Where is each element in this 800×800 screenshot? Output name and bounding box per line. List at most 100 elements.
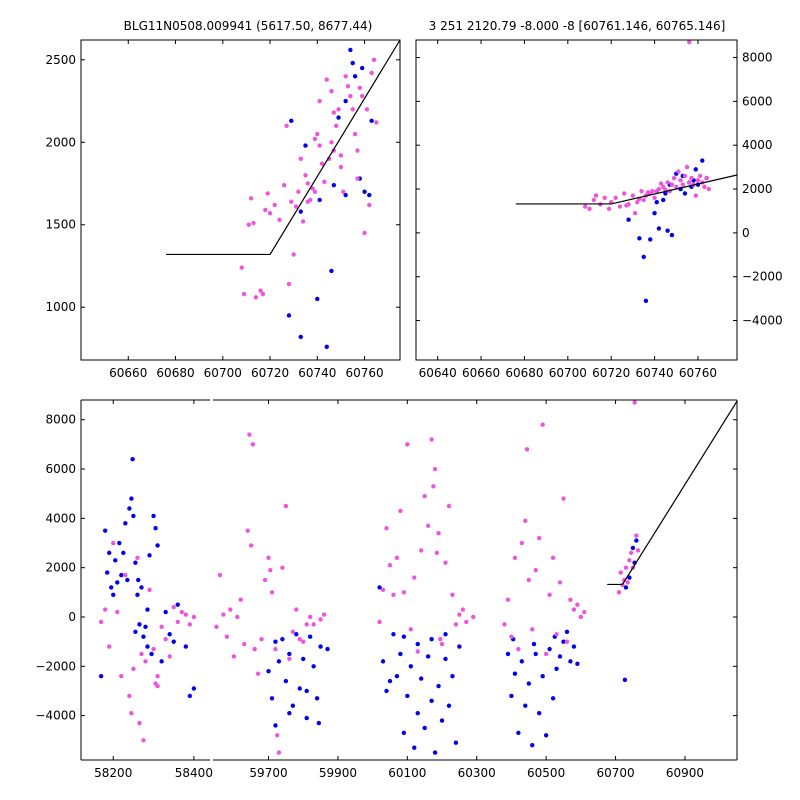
top-left-point-pink [319,161,325,166]
bottom-point-blue [111,592,116,597]
bottom-point-blue [425,654,431,659]
top-left-model-line [166,39,401,256]
top-right-point-pink [591,197,597,203]
bottom-point-blue [314,696,320,701]
top-right-point-blue [661,197,666,203]
top-left-point-blue [367,192,372,198]
bottom-point-blue [280,636,285,642]
top-right-ytick-label: 0 [742,226,750,240]
bottom-point-pink [457,612,462,617]
bottom-point-blue [387,678,393,684]
bottom-point-pink [568,597,573,602]
top-left-ytick-label: 2500 [45,53,76,67]
bottom-point-blue [107,550,112,556]
bottom-point-pink [561,496,566,501]
top-right-point-pink [622,191,627,196]
bottom-point-blue [147,553,152,558]
top-left-point-pink [291,252,296,257]
top-left-ytick-label: 2000 [45,135,76,149]
bottom-point-blue [405,693,410,699]
bottom-point-blue [105,570,110,575]
top-left-frame-rect [80,39,401,361]
top-right-point-blue [682,191,688,196]
top-left-point-blue [369,118,374,124]
top-left-point-pink [253,295,259,300]
bottom-point-pink [280,565,285,570]
top-left-point-blue [329,268,334,274]
bottom-point-pink [582,609,587,615]
bottom-point-blue [443,632,448,637]
top-left-point-pink [322,179,327,185]
bottom-model-polyline [607,400,738,586]
bottom-point-blue [391,632,396,637]
top-left-point-pink [317,98,322,104]
top-left-point-blue [359,65,365,71]
bottom-point-pink [415,649,420,654]
bottom-point-pink [167,654,172,659]
top-right-ytick-label: 8000 [742,51,773,65]
bottom-point-blue [415,710,420,716]
bottom-point-pink [175,619,180,625]
bottom-point-blue [519,659,525,664]
bottom-point-pink [137,720,142,726]
top-left-point-pink [338,164,344,170]
top-right-point-pink [639,189,644,194]
top-left-point-pink [303,173,308,178]
bottom-point-pink [398,508,403,514]
bottom-point-blue [133,560,138,565]
top-right-point-pink [684,164,690,170]
top-right-ticks: 60640 60660 60680 60700 60720 60740 60760 −4000… [416,40,783,380]
bottom-point-pink [453,622,459,627]
top-left-point-blue [343,192,348,198]
top-right-point-blue [641,254,646,260]
bottom-point-pink [635,548,641,553]
top-left-point-pink [324,77,329,82]
bottom-point-pink [387,563,393,568]
bottom-point-pink [294,607,299,612]
top-left-point-blue [289,118,294,124]
top-left-point-pink [296,189,301,194]
bottom-point-blue [266,669,271,674]
bottom-point-pink [547,592,552,597]
top-right-point-blue [693,167,698,172]
bottom-point-pink [431,484,436,489]
bottom-point-blue [153,526,158,531]
bottom-point-pink [115,609,120,615]
bottom-point-pink [307,614,313,620]
bottom-point-pink [183,612,189,617]
bottom-point-blue [429,698,434,704]
bottom-point-blue [575,661,580,667]
top-left-point-blue [324,344,329,350]
top-right-xtick-label: 60760 [679,366,717,380]
bottom-point-pink [464,619,469,625]
bottom-point-pink [422,493,427,499]
bottom-point-pink [119,673,124,679]
bottom-point-blue [536,710,542,716]
bottom-point-blue [557,654,563,659]
bottom-point-blue [622,677,628,683]
bottom-point-pink [247,432,252,437]
bottom-point-blue [439,718,445,723]
bottom-xtick-label: 60100 [388,766,426,780]
bottom-point-blue [294,632,299,637]
bottom-point-blue [139,585,144,590]
top-left-point-blue [303,143,308,148]
bottom-point-blue [273,639,278,644]
top-left-point-pink [315,131,320,137]
bottom-point-blue [301,656,306,662]
bottom-point-pink [214,624,219,630]
top-left-point-pink [369,70,374,76]
bottom-xtick-label: 58400 [175,766,213,780]
top-left-point-pink [364,107,370,112]
top-left-axes-frame [80,39,401,361]
top-right-point-pink [658,181,664,186]
top-right-xtick-label: 60660 [462,366,500,380]
top-left-point-pink [334,123,339,128]
top-right-point-pink [654,189,659,194]
bottom-xtick-label: 58200 [94,766,132,780]
top-left-point-pink [300,219,306,224]
bottom-point-pink [255,671,261,676]
bottom-point-blue [526,681,531,686]
bottom-point-pink [163,636,168,642]
top-left-point-pink [348,93,353,99]
